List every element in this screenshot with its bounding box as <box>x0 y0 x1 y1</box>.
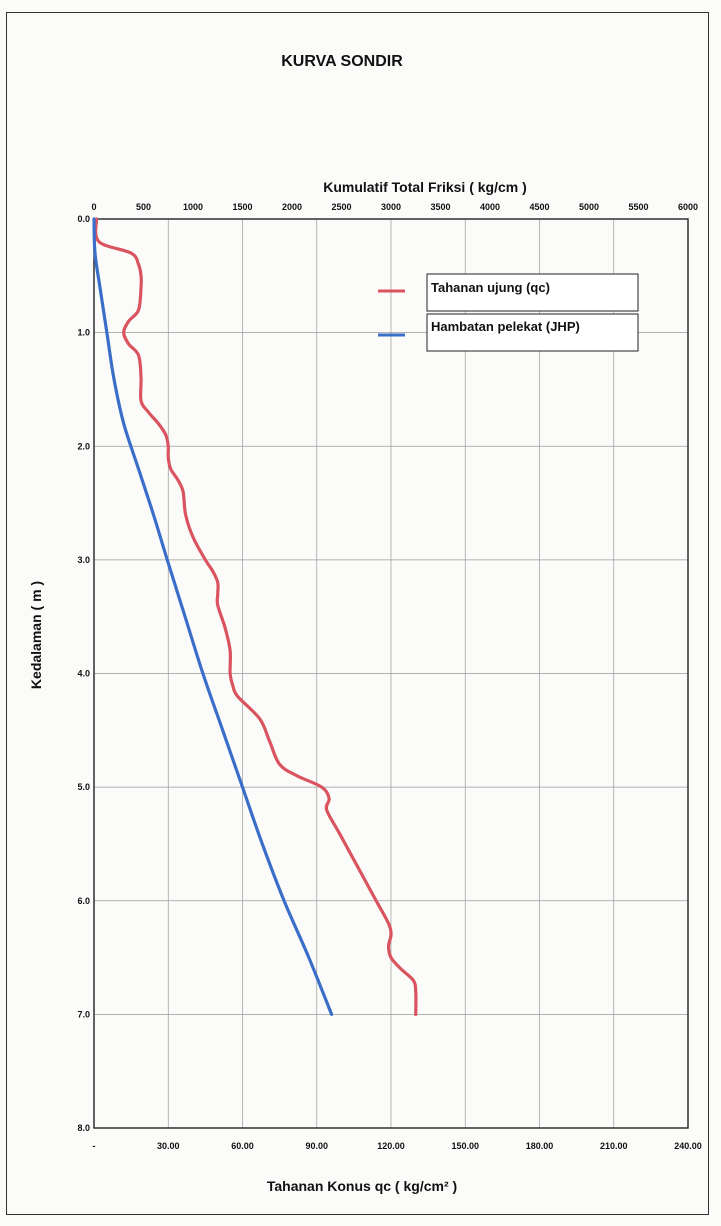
top-axis-title: Kumulatif Total Friksi ( kg/cm ) <box>323 179 527 195</box>
legend-box-jhp <box>426 313 639 352</box>
legend-box-qc <box>426 273 639 312</box>
bottom-tick-label: - <box>93 1141 96 1151</box>
y-tick-label: 4.0 <box>77 669 90 679</box>
y-tick-label: 5.0 <box>77 782 90 792</box>
grid <box>94 219 688 1128</box>
y-tick-label: 6.0 <box>77 896 90 906</box>
chart-frame <box>6 12 709 1215</box>
y-axis-title: Kedalaman ( m ) <box>28 581 44 689</box>
bottom-tick-label: 30.00 <box>157 1141 180 1151</box>
top-tick-label: 1500 <box>232 202 252 212</box>
y-tick-label: 7.0 <box>77 1009 90 1019</box>
series-lines <box>92 217 418 1016</box>
bottom-tick-label: 90.00 <box>305 1141 328 1151</box>
series-line-jhp <box>92 217 334 1016</box>
bottom-tick-label: 60.00 <box>231 1141 254 1151</box>
bottom-tick-label: 240.00 <box>674 1141 702 1151</box>
bottom-tick-label: 180.00 <box>526 1141 554 1151</box>
y-tick-label: 2.0 <box>77 441 90 451</box>
series-line-qc <box>94 217 418 1016</box>
top-tick-label: 6000 <box>678 202 698 212</box>
tick-labels: 0.0 1.0 2.0 3.0 4.0 5.0 6.0 7.0 8.0- 30.00 60.00 90… <box>77 202 701 1151</box>
y-tick-label: 3.0 <box>77 555 90 565</box>
bottom-axis-title: Tahanan Konus qc ( kg/cm² ) <box>267 1178 457 1194</box>
legend-label-jhp: Hambatan pelekat (JHP) <box>431 319 580 334</box>
bottom-tick-label: 120.00 <box>377 1141 405 1151</box>
top-tick-label: 3500 <box>430 202 450 212</box>
top-tick-label: 4500 <box>529 202 549 212</box>
legend-label-qc: Tahanan ujung (qc) <box>431 280 550 295</box>
bottom-tick-label: 210.00 <box>600 1141 628 1151</box>
top-tick-label: 4000 <box>480 202 500 212</box>
plot-area-border <box>93 218 689 1129</box>
y-tick-label: 0.0 <box>77 214 90 224</box>
top-tick-label: 3000 <box>381 202 401 212</box>
bottom-tick-label: 150.00 <box>451 1141 479 1151</box>
top-tick-label: 5000 <box>579 202 599 212</box>
chart-title: KURVA SONDIR <box>281 53 403 70</box>
y-tick-label: 8.0 <box>77 1123 90 1133</box>
legend: Tahanan ujung (qc) Hambatan pelekat (JHP… <box>378 273 639 352</box>
top-tick-label: 0 <box>91 202 96 212</box>
top-tick-label: 1000 <box>183 202 203 212</box>
top-tick-label: 2500 <box>331 202 351 212</box>
top-tick-label: 2000 <box>282 202 302 212</box>
top-tick-label: 5500 <box>628 202 648 212</box>
y-tick-label: 1.0 <box>77 328 90 338</box>
top-tick-label: 500 <box>136 202 151 212</box>
